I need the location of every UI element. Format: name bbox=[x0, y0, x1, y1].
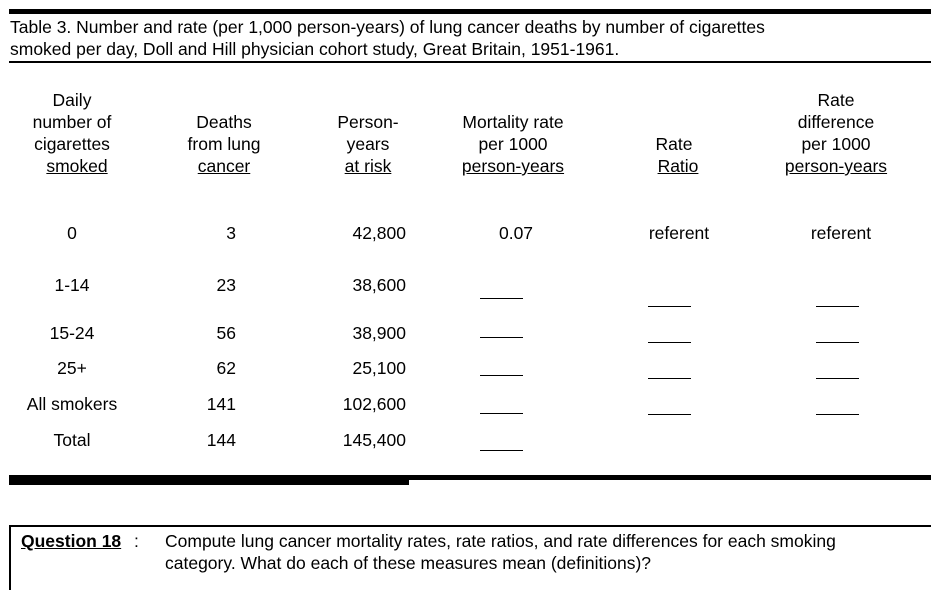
row-4-category: All smokers bbox=[26, 394, 118, 414]
row-0-rate-ratio: referent bbox=[648, 223, 710, 243]
answer-blank-ratio-all-smokers bbox=[648, 414, 691, 415]
row-5-deaths: 144 bbox=[206, 430, 236, 450]
answer-blank-ratio-1-14 bbox=[648, 306, 691, 307]
row-5-category: Total bbox=[53, 430, 91, 450]
answer-blank-ratio-15-24 bbox=[648, 342, 691, 343]
row-4-deaths: 141 bbox=[206, 394, 236, 414]
caption-line-2: smoked per day, Doll and Hill physician … bbox=[10, 39, 620, 59]
table-caption: Table 3. Number and rate (per 1,000 pers… bbox=[10, 16, 910, 60]
row-0-person-years: 42,800 bbox=[352, 223, 406, 243]
question-line-1: Compute lung cancer mortality rates, rat… bbox=[165, 531, 836, 551]
row-4-person-years: 102,600 bbox=[342, 394, 406, 414]
question-box-top bbox=[9, 525, 931, 527]
row-1-person-years: 38,600 bbox=[352, 275, 406, 295]
row-2-person-years: 38,900 bbox=[352, 323, 406, 343]
header-daily-cigarettes: Daily number of cigarettes smoked bbox=[32, 90, 112, 176]
row-2-category: 15-24 bbox=[49, 323, 95, 343]
answer-blank-diff-15-24 bbox=[816, 342, 859, 343]
row-0-deaths: 3 bbox=[226, 223, 236, 243]
row-2-deaths: 56 bbox=[216, 323, 236, 343]
answer-blank-diff-1-14 bbox=[816, 306, 859, 307]
answer-blank-rate-25plus bbox=[480, 375, 523, 376]
answer-blank-diff-all-smokers bbox=[816, 414, 859, 415]
row-0-category: 0 bbox=[67, 223, 77, 243]
table-bottom-rule-right bbox=[409, 475, 931, 480]
row-1-category: 1-14 bbox=[54, 275, 90, 295]
top-thick-rule bbox=[9, 9, 931, 14]
question-line-2: category. What do each of these measures… bbox=[165, 553, 652, 573]
caption-underline-rule bbox=[9, 61, 931, 63]
question-box-left bbox=[9, 525, 11, 590]
answer-blank-rate-total bbox=[480, 450, 523, 451]
caption-line-1: Table 3. Number and rate (per 1,000 pers… bbox=[10, 17, 765, 37]
answer-blank-diff-25plus bbox=[816, 378, 859, 379]
header-rate-ratio: Rate Ratio bbox=[655, 134, 699, 176]
header-person-years: Person- years at risk bbox=[337, 112, 399, 176]
answer-blank-rate-all-smokers bbox=[480, 413, 523, 414]
question-label: Question 18 bbox=[21, 531, 122, 551]
header-mortality-rate: Mortality rate per 1000 person-years bbox=[461, 112, 565, 176]
question-text: Compute lung cancer mortality rates, rat… bbox=[165, 530, 925, 574]
row-0-rate-difference: referent bbox=[810, 223, 872, 243]
answer-blank-ratio-25plus bbox=[648, 378, 691, 379]
table-bottom-rule-left bbox=[9, 475, 409, 485]
question-colon: : bbox=[134, 531, 139, 551]
row-3-category: 25+ bbox=[57, 358, 87, 378]
row-5-person-years: 145,400 bbox=[342, 430, 406, 450]
row-0-mortality-rate: 0.07 bbox=[498, 223, 534, 243]
row-3-deaths: 62 bbox=[216, 358, 236, 378]
row-3-person-years: 25,100 bbox=[352, 358, 406, 378]
header-rate-difference: Rate difference per 1000 person-years bbox=[784, 90, 888, 176]
answer-blank-rate-1-14 bbox=[480, 298, 523, 299]
answer-blank-rate-15-24 bbox=[480, 337, 523, 338]
header-deaths: Deaths from lung cancer bbox=[187, 112, 261, 176]
row-1-deaths: 23 bbox=[216, 275, 236, 295]
